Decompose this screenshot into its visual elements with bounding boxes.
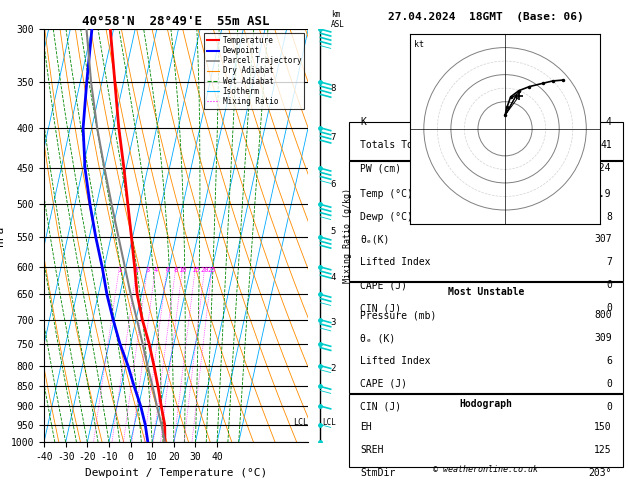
Text: 15.9: 15.9 [588, 189, 612, 199]
Text: θₑ (K): θₑ (K) [360, 333, 395, 343]
Text: 125: 125 [594, 445, 612, 455]
Text: Most Unstable: Most Unstable [448, 287, 524, 297]
Text: 10: 10 [179, 267, 187, 273]
Text: Hodograph: Hodograph [459, 399, 513, 409]
Text: 7: 7 [606, 257, 612, 267]
Text: kt: kt [414, 40, 424, 49]
Text: km
ASL: km ASL [331, 10, 345, 29]
Text: 25: 25 [208, 267, 216, 273]
Text: 8: 8 [606, 211, 612, 222]
Text: 4: 4 [153, 267, 158, 273]
Text: 2: 2 [135, 267, 139, 273]
Text: CAPE (J): CAPE (J) [360, 379, 407, 389]
Text: 27.04.2024  18GMT  (Base: 06): 27.04.2024 18GMT (Base: 06) [388, 12, 584, 22]
Text: StmDir: StmDir [360, 468, 395, 478]
Text: 307: 307 [594, 234, 612, 244]
Text: PW (cm): PW (cm) [360, 163, 401, 173]
Text: 3: 3 [331, 318, 336, 327]
Text: 309: 309 [594, 333, 612, 343]
Text: Lifted Index: Lifted Index [360, 257, 430, 267]
Text: CAPE (J): CAPE (J) [360, 280, 407, 290]
Text: 0: 0 [606, 379, 612, 389]
Text: 20: 20 [201, 267, 209, 273]
Title: 40°58'N  28°49'E  55m ASL: 40°58'N 28°49'E 55m ASL [82, 15, 270, 28]
Text: Lifted Index: Lifted Index [360, 356, 430, 366]
Text: 8: 8 [331, 85, 336, 93]
Text: 0: 0 [606, 401, 612, 412]
Text: 203°: 203° [588, 468, 612, 478]
Text: LCL: LCL [323, 417, 337, 427]
Text: θₑ(K): θₑ(K) [360, 234, 389, 244]
Y-axis label: hPa: hPa [0, 226, 5, 246]
Text: 15: 15 [191, 267, 199, 273]
Text: © weatheronline.co.uk: © weatheronline.co.uk [433, 465, 538, 474]
Text: Mixing Ratio (g/kg): Mixing Ratio (g/kg) [343, 188, 352, 283]
Text: 4: 4 [606, 117, 612, 127]
Text: 2: 2 [331, 364, 336, 373]
Text: 0: 0 [606, 280, 612, 290]
Text: 4: 4 [331, 273, 336, 281]
Text: 1: 1 [117, 267, 121, 273]
Text: Pressure (mb): Pressure (mb) [360, 310, 437, 320]
Text: K: K [360, 117, 366, 127]
Text: LCL: LCL [293, 417, 308, 427]
Text: 6: 6 [606, 356, 612, 366]
Text: 41: 41 [600, 140, 612, 150]
Text: EH: EH [360, 422, 372, 432]
Text: 3: 3 [145, 267, 150, 273]
Text: CIN (J): CIN (J) [360, 303, 401, 313]
Text: 6: 6 [165, 267, 169, 273]
Text: 1.24: 1.24 [588, 163, 612, 173]
Text: 150: 150 [594, 422, 612, 432]
Text: Dewp (°C): Dewp (°C) [360, 211, 413, 222]
Text: 8: 8 [174, 267, 178, 273]
Text: 0: 0 [606, 303, 612, 313]
Text: 7: 7 [331, 133, 336, 142]
Text: Totals Totals: Totals Totals [360, 140, 437, 150]
Legend: Temperature, Dewpoint, Parcel Trajectory, Dry Adiabat, Wet Adiabat, Isotherm, Mi: Temperature, Dewpoint, Parcel Trajectory… [204, 33, 304, 109]
Text: CIN (J): CIN (J) [360, 401, 401, 412]
Text: Surface: Surface [465, 166, 506, 176]
Text: Temp (°C): Temp (°C) [360, 189, 413, 199]
X-axis label: Dewpoint / Temperature (°C): Dewpoint / Temperature (°C) [85, 468, 267, 478]
Text: SREH: SREH [360, 445, 384, 455]
Text: 800: 800 [594, 310, 612, 320]
Text: 5: 5 [331, 227, 336, 236]
Text: 6: 6 [331, 180, 336, 189]
